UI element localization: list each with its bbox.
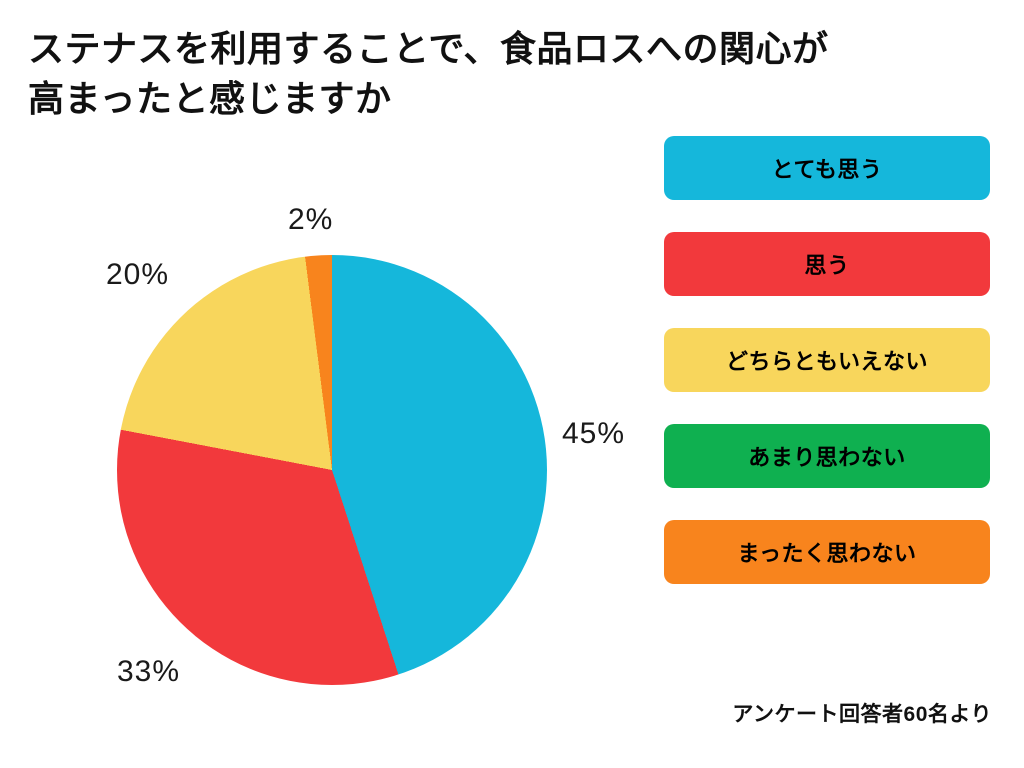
legend-item-amari-omowanai: あまり思わない <box>664 424 990 488</box>
legend-item-totemo-omou: とても思う <box>664 136 990 200</box>
legend-label-mattaku-omowanai: まったく思わない <box>737 541 917 566</box>
pie-chart <box>117 255 547 685</box>
pie-label-dochira-tomo-ienai: 20% <box>106 258 170 291</box>
legend-item-dochira-tomo-ienai: どちらともいえない <box>664 328 990 392</box>
page-title-line2: 高まったと感じますか <box>28 78 392 120</box>
source-note: アンケート回答者60名より <box>732 703 992 726</box>
legend-label-omou: 思う <box>804 253 850 278</box>
page-title: ステナスを利用することで、食品ロスへの関心が 高まったと感じますか <box>28 24 828 125</box>
legend-label-dochira-tomo-ienai: どちらともいえない <box>725 349 929 374</box>
pie-label-mattaku-omowanai: 2% <box>288 203 334 236</box>
page-title-line1: ステナスを利用することで、食品ロスへの関心が <box>28 28 829 69</box>
legend-label-totemo-omou: とても思う <box>771 157 883 182</box>
legend-item-omou: 思う <box>664 232 990 296</box>
legend-label-amari-omowanai: あまり思わない <box>748 445 906 470</box>
pie-label-totemo-omou: 45% <box>562 417 626 450</box>
pie-label-omou: 33% <box>117 655 181 688</box>
legend-item-mattaku-omowanai: まったく思わない <box>664 520 990 584</box>
legend: とても思う 思う どちらともいえない あまり思わない まったく思わない <box>664 136 990 616</box>
